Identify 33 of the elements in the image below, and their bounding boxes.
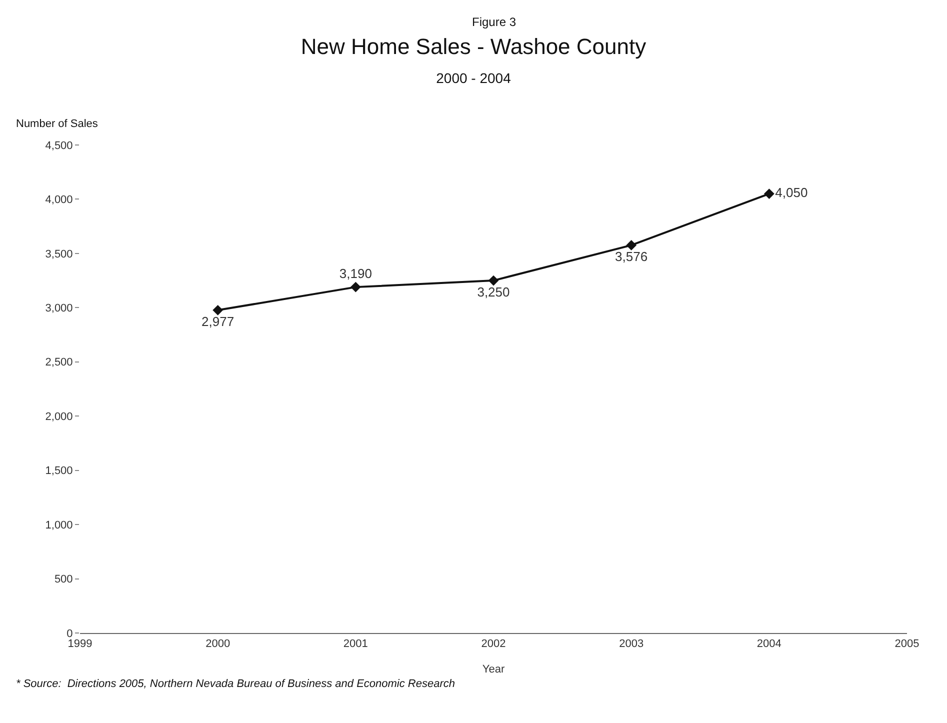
y-tick-label: 1,000 [45,519,73,532]
text: 3,190 [339,266,372,281]
y-tick-label: 500 [54,574,73,586]
text: * Source: Directions 2005, Northern Nevada Bureau of Business and Economic Research [16,678,456,690]
caption: Figure 3 [472,15,516,29]
point [212,304,224,316]
x-tick-label: 2000 [206,638,230,650]
x-tick-label: 2003 [619,638,644,650]
y-axis-title: Number of Sales [16,118,98,130]
text: 4,050 [775,185,808,200]
chart-subtitle: 2000 - 2004 [436,70,512,86]
point [350,282,361,292]
x-tick-label: 2002 [481,638,506,650]
y-tick-label: 1,500 [45,465,73,478]
x-axis-title: Year [482,663,505,676]
x-tick-label: 2004 [756,638,782,650]
chart-title: New Home Sales - Washoe County [300,34,646,60]
y-tick-label: 4,000 [45,194,73,206]
point [626,240,637,250]
point [764,188,774,199]
y-tick-label: 3,000 [45,302,73,315]
y-tick-label: 4,500 [45,140,73,152]
point [488,275,499,286]
text: 3,576 [615,248,648,264]
text: 2,977 [202,314,234,329]
y-tick-label: 0 [66,628,73,640]
y-tick-label: 2,000 [45,410,73,423]
x-tick-label: 2005 [894,638,920,650]
x-tick-label: 2001 [343,638,368,650]
y-tick-label: 2,500 [45,356,73,369]
x-tick-label: 1999 [68,638,92,650]
text: 3,250 [477,284,510,300]
y-tick-label: 3,500 [45,248,73,260]
